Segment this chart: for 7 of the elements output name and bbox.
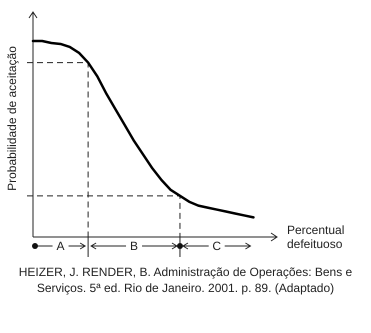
text: HEIZER, J. RENDER, B. Administração de Operações: Bens e bbox=[18, 265, 353, 279]
text: Serviços. 5ª ed. Rio de Janeiro. 2001. p. 89. (Adaptado) bbox=[36, 281, 334, 295]
text: C bbox=[212, 239, 222, 253]
text: B bbox=[130, 239, 138, 253]
text: A bbox=[56, 239, 65, 253]
x-axis-title: Percentual defeituoso bbox=[287, 223, 344, 251]
y-axis-title: Probabilidade de aceitação bbox=[5, 46, 19, 191]
